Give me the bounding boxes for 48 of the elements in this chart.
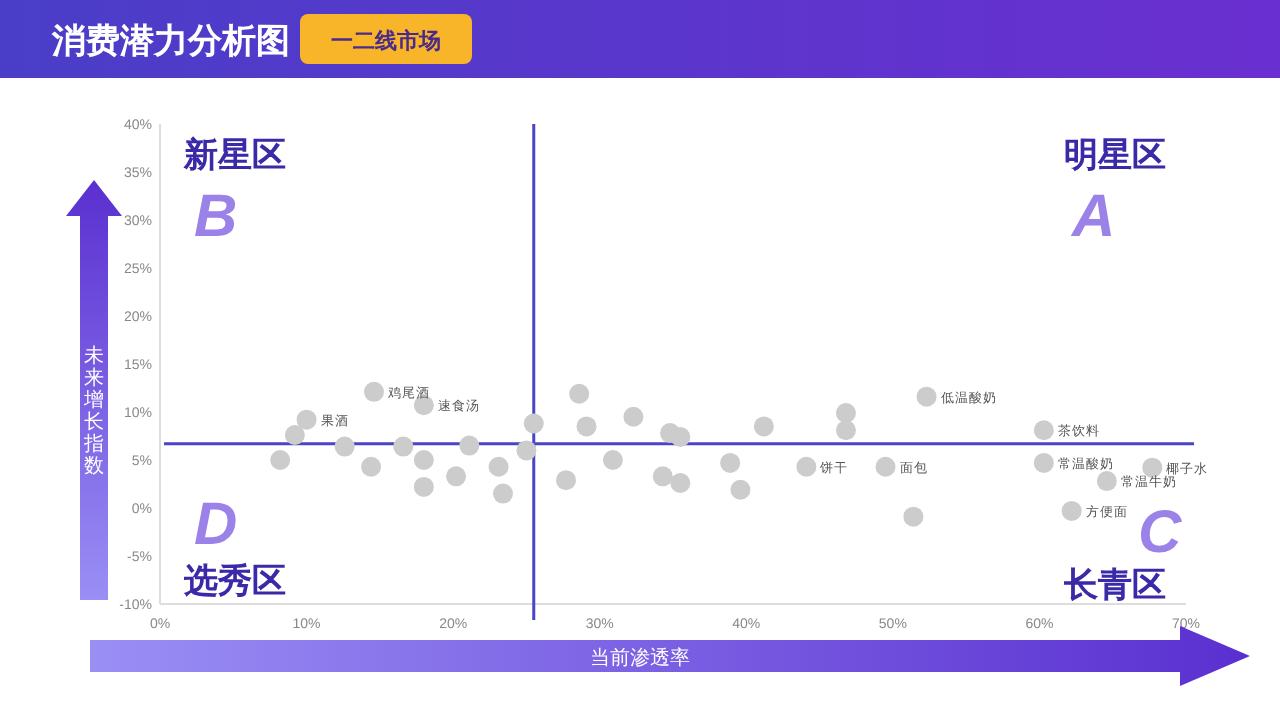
point xyxy=(296,409,317,430)
point xyxy=(602,450,623,470)
point xyxy=(796,456,817,477)
point xyxy=(361,456,382,477)
point xyxy=(413,476,434,497)
point xyxy=(516,440,537,461)
point xyxy=(670,473,691,494)
point xyxy=(488,456,509,477)
point xyxy=(670,426,691,447)
point xyxy=(916,386,937,407)
point xyxy=(334,436,355,457)
annotation: 新星区 xyxy=(182,136,286,174)
point xyxy=(835,402,856,423)
annotation: A xyxy=(1070,184,1116,250)
point xyxy=(446,466,467,487)
point xyxy=(459,435,480,456)
point xyxy=(720,452,741,473)
chart-title: 消费潜力分析图 xyxy=(50,22,290,60)
chart-subtitle: 一二线市场 xyxy=(331,28,441,54)
point xyxy=(835,420,856,441)
point xyxy=(1061,500,1082,521)
point xyxy=(623,406,644,427)
point xyxy=(875,456,896,477)
point xyxy=(730,479,751,500)
annotation: B xyxy=(194,184,238,250)
point xyxy=(903,506,924,527)
y-axis-title: 未来增长指数 xyxy=(82,344,104,478)
point xyxy=(569,383,590,404)
annotation: 长青区 xyxy=(1062,566,1166,604)
annotation: 选秀区 xyxy=(182,562,286,600)
point xyxy=(363,381,384,402)
point xyxy=(413,450,434,470)
point xyxy=(1096,471,1117,492)
annotation: C xyxy=(1138,500,1184,566)
point xyxy=(556,470,576,491)
point xyxy=(652,466,673,487)
annotation: D xyxy=(194,492,238,558)
point xyxy=(284,425,305,446)
point xyxy=(393,436,414,457)
x-axis-title: 当前渗透率 xyxy=(590,646,690,670)
point xyxy=(576,416,597,437)
point xyxy=(492,483,513,504)
point xyxy=(523,413,544,434)
point xyxy=(1033,420,1054,441)
point xyxy=(270,450,291,470)
point xyxy=(1033,452,1054,473)
point xyxy=(753,416,774,437)
annotation: 明星区 xyxy=(1064,136,1166,174)
